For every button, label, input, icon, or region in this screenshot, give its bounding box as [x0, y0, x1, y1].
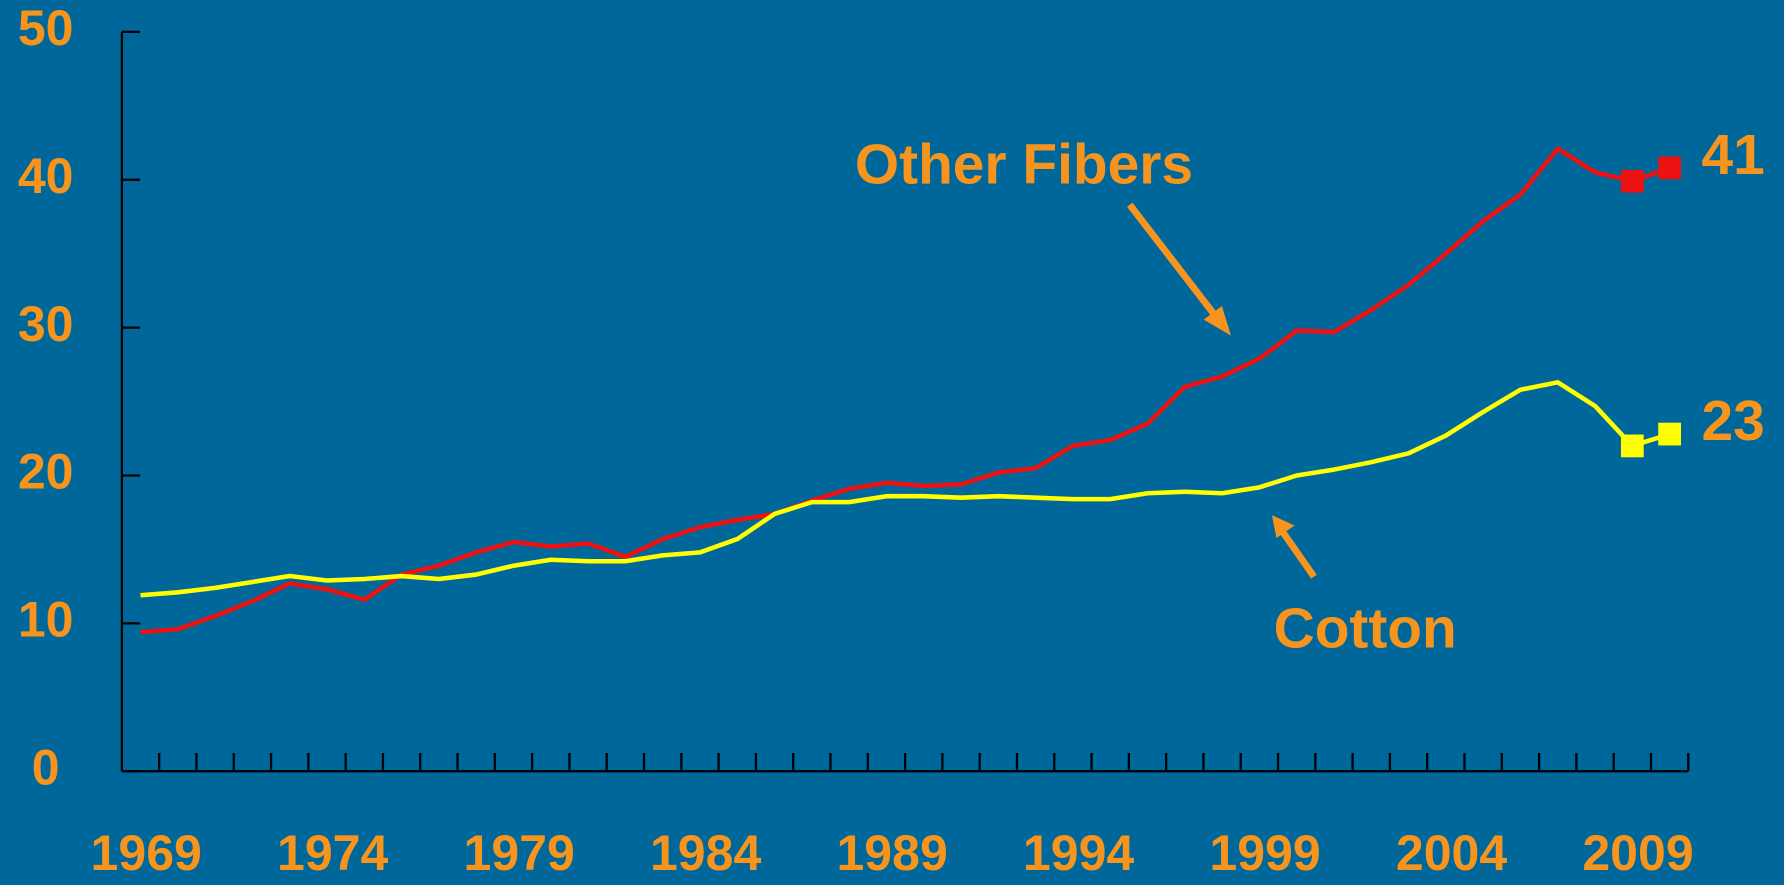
x-tick-label: 1969	[91, 825, 202, 881]
arrow-head	[1271, 515, 1295, 539]
x-tick-label: 1999	[1209, 825, 1320, 881]
x-tick-label: 1984	[650, 825, 762, 881]
x-tick-label: 1994	[1023, 825, 1135, 881]
point-marker	[1658, 422, 1682, 446]
x-tick-label: 1974	[277, 825, 389, 881]
point-marker	[1658, 156, 1682, 180]
y-tick-label: 10	[18, 592, 74, 648]
y-tick-label: 40	[18, 148, 74, 204]
x-tick-label: 2009	[1582, 825, 1693, 881]
y-tick-label: 30	[18, 296, 74, 352]
x-tick-label: 1979	[464, 825, 575, 881]
x-tick-label: 2004	[1396, 825, 1508, 881]
point-marker	[1620, 169, 1644, 193]
y-tick-label: 50	[18, 0, 74, 56]
annotation-arrow	[1127, 202, 1221, 321]
y-tick-label: 20	[18, 444, 74, 500]
annotation-arrow	[1279, 529, 1317, 579]
annotation: Cotton	[1274, 597, 1457, 660]
value-label: 23	[1701, 390, 1764, 453]
x-tick-label: 1989	[836, 825, 947, 881]
point-marker	[1620, 434, 1644, 458]
line-series	[140, 380, 1671, 598]
arrow-head	[1203, 305, 1231, 336]
value-label: 41	[1701, 124, 1764, 187]
annotation: Other Fibers	[855, 133, 1193, 196]
y-tick-label: 0	[32, 739, 60, 795]
